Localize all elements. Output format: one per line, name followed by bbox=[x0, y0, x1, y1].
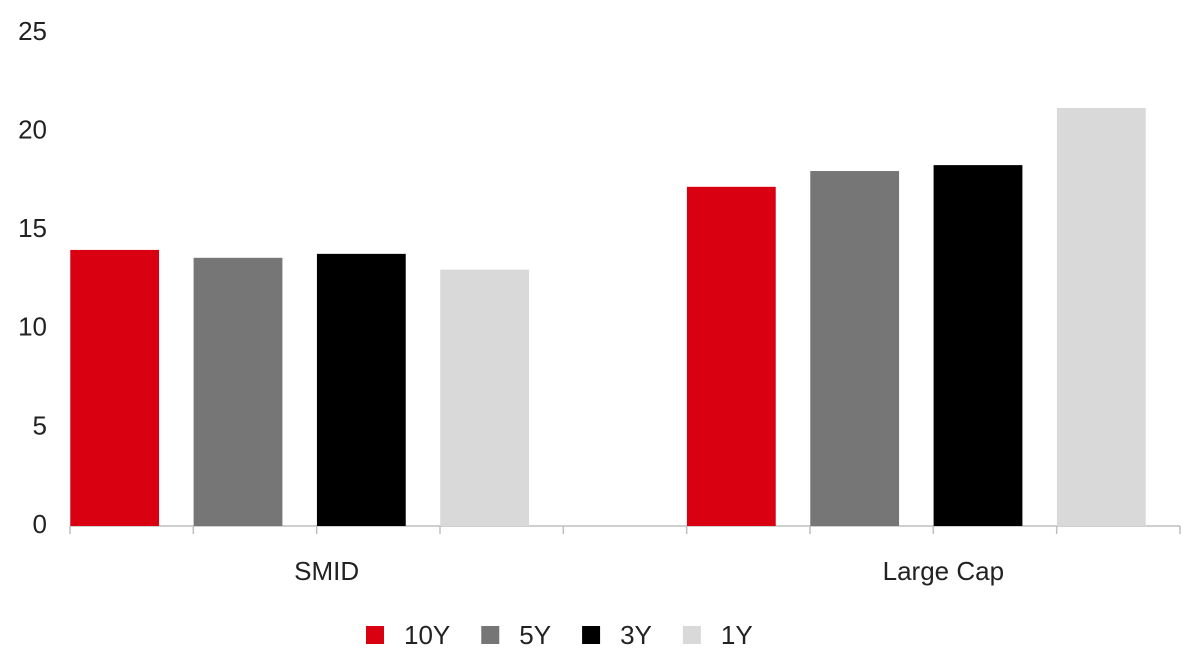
legend-swatch bbox=[582, 626, 601, 644]
y-tick-label: 20 bbox=[18, 114, 47, 144]
x-tick-label: Large Cap bbox=[883, 556, 1004, 586]
y-tick-label: 0 bbox=[33, 509, 47, 539]
bar bbox=[440, 269, 530, 526]
legend-swatch bbox=[481, 626, 500, 644]
y-tick-label: 10 bbox=[18, 312, 47, 342]
x-tick-label: SMID bbox=[294, 556, 359, 586]
y-tick-label: 5 bbox=[33, 410, 47, 440]
legend-label: 5Y bbox=[519, 620, 551, 650]
bar bbox=[193, 257, 283, 526]
y-tick-label: 15 bbox=[18, 213, 47, 243]
y-tick-label: 25 bbox=[18, 16, 47, 46]
legend-swatch bbox=[366, 626, 384, 644]
bar bbox=[1056, 107, 1146, 526]
bar bbox=[686, 186, 776, 527]
legend-swatch bbox=[682, 626, 701, 644]
bar bbox=[70, 249, 160, 527]
bar bbox=[316, 253, 406, 526]
legend-label: 10Y bbox=[404, 620, 450, 650]
legend-label: 1Y bbox=[721, 620, 753, 650]
legend-label: 3Y bbox=[620, 620, 652, 650]
bar bbox=[933, 165, 1023, 526]
bar bbox=[810, 171, 900, 527]
